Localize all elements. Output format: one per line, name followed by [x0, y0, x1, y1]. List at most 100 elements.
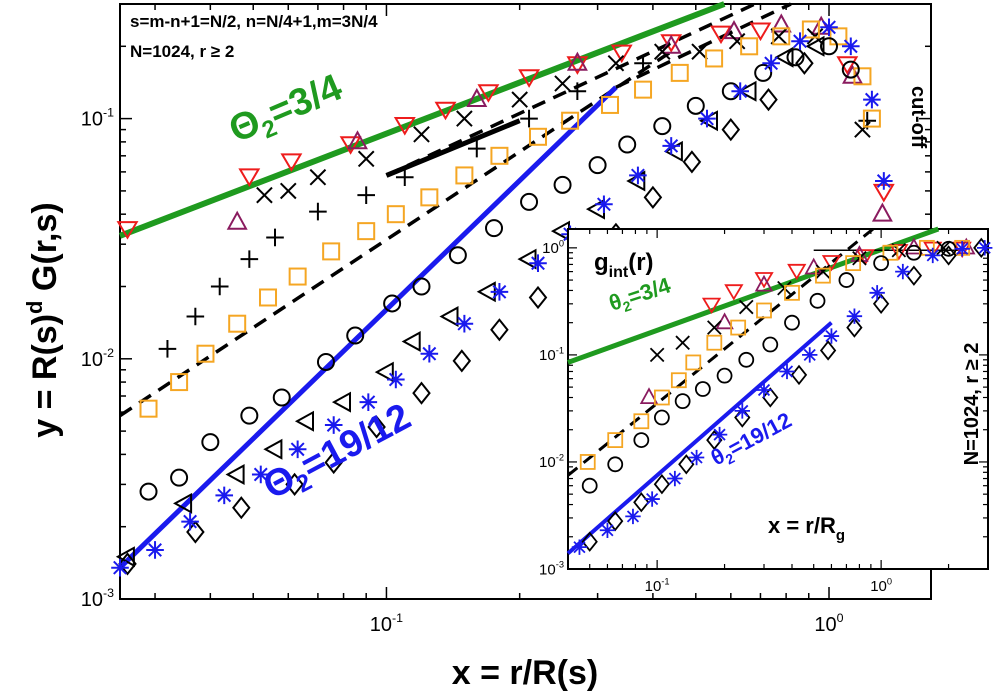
data-point-square: [528, 127, 547, 146]
data-point-tri-up: [226, 210, 248, 230]
x-tick-label: 100: [870, 576, 892, 595]
header-line-2: N=1024, r ≥ 2: [130, 42, 234, 61]
data-point-asterisk: [869, 285, 885, 301]
inset-title: gint(r): [594, 249, 654, 281]
data-point-x: [738, 299, 754, 315]
data-point-square: [601, 95, 620, 114]
data-point-square: [420, 188, 439, 207]
data-point-circle: [588, 156, 607, 175]
data-point-diamond: [490, 318, 509, 342]
data-point-circle: [820, 37, 839, 56]
data-point-circle: [838, 272, 855, 288]
fit-line: [566, 321, 833, 555]
data-point-square: [705, 49, 724, 68]
data-point-tri-down: [749, 22, 772, 42]
data-point-diamond: [324, 450, 343, 475]
data-point-circle: [754, 63, 773, 82]
data-point-asterisk: [954, 241, 970, 257]
data-point-x: [691, 43, 708, 60]
data-point-tri-down: [836, 56, 859, 75]
fit-line: [118, 85, 618, 570]
data-point-plus: [520, 109, 538, 128]
y-tick-label: 10-1: [81, 106, 114, 131]
data-point-tri-down: [701, 297, 722, 314]
data-point-tri-left: [517, 248, 537, 270]
data-point-tri-down: [339, 136, 362, 155]
data-point-asterisk: [490, 283, 509, 301]
data-point-diamond: [905, 265, 923, 286]
data-point-asterisk: [698, 109, 716, 128]
data-point-square: [634, 80, 653, 99]
main-fit-lines: [118, 1, 792, 570]
data-point-asterisk: [288, 440, 307, 459]
fit-line: [118, 1, 726, 239]
data-point-asterisk: [895, 263, 911, 280]
data-point-circle: [316, 352, 335, 371]
data-point-asterisk: [455, 314, 474, 333]
data-point-tri-down: [518, 69, 541, 88]
y-tick-label: 10-2: [81, 346, 114, 371]
data-point-diamond: [452, 349, 472, 373]
data-point-circle: [905, 244, 922, 261]
data-point-asterisk: [324, 416, 343, 434]
data-point-asterisk: [529, 254, 547, 273]
data-point-circle: [618, 135, 637, 154]
data-point-circle: [809, 292, 826, 309]
data-point-square: [139, 399, 158, 418]
data-point-square: [670, 63, 689, 82]
data-point-x: [357, 150, 375, 168]
data-point-diamond: [678, 454, 695, 475]
data-point-tri-up: [347, 130, 368, 150]
data-point-tri-down: [610, 44, 633, 64]
data-point-diamond: [940, 245, 957, 266]
data-point-x: [936, 240, 951, 256]
data-point-tri-left: [331, 391, 351, 413]
data-point-tri-down: [787, 263, 807, 281]
data-point-x: [653, 43, 671, 60]
data-point-tri-left: [663, 140, 683, 162]
data-point-square: [322, 242, 341, 261]
data-point-diamond: [759, 87, 778, 112]
data-point-plus: [467, 139, 486, 158]
data-point-tri-left: [294, 410, 314, 432]
data-point-tri-up: [754, 274, 774, 292]
data-point-diamond: [973, 237, 990, 259]
data-point-circle: [240, 406, 259, 425]
data-point-tri-left: [401, 331, 421, 352]
data-point-asterisk: [977, 240, 993, 256]
data-point-diamond: [232, 496, 251, 520]
data-point-square: [845, 255, 862, 272]
data-point-tri-down: [566, 56, 589, 75]
data-point-circle: [653, 117, 672, 136]
data-point-square: [490, 146, 509, 165]
data-point-asterisk: [146, 541, 164, 559]
data-point-diamond: [285, 472, 304, 497]
data-point-circle: [694, 381, 711, 397]
data-point-asterisk: [625, 508, 641, 525]
data-point-asterisk: [779, 363, 795, 380]
inset-x-axis-label: x = r/Rg: [768, 513, 845, 544]
data-point-diamond: [653, 473, 671, 495]
series-circle: [581, 240, 957, 494]
data-point-tri-down: [116, 221, 139, 240]
data-point-asterisk: [688, 449, 705, 466]
x-tick-label: 10-1: [370, 611, 403, 636]
data-point-plus: [158, 340, 177, 358]
data-point-circle: [873, 255, 890, 272]
inset-theta-top: θ2=3/4: [606, 272, 675, 318]
y-tick-label: 10-1: [539, 345, 564, 364]
data-point-tri-up: [466, 87, 488, 107]
data-point-tri-down: [724, 284, 744, 301]
y-tick-label: 10-2: [539, 452, 564, 471]
data-point-circle: [633, 432, 650, 448]
data-point-square: [862, 109, 881, 128]
data-point-circle: [485, 219, 504, 238]
data-point-circle: [201, 433, 220, 452]
data-point-asterisk: [629, 166, 647, 185]
inset-data-points: [571, 237, 993, 555]
data-point-x: [511, 91, 528, 108]
x-axis-label: x = r/R(s): [452, 654, 598, 692]
data-point-asterisk: [387, 370, 405, 389]
data-point-circle: [272, 388, 291, 407]
data-point-square: [607, 432, 624, 448]
